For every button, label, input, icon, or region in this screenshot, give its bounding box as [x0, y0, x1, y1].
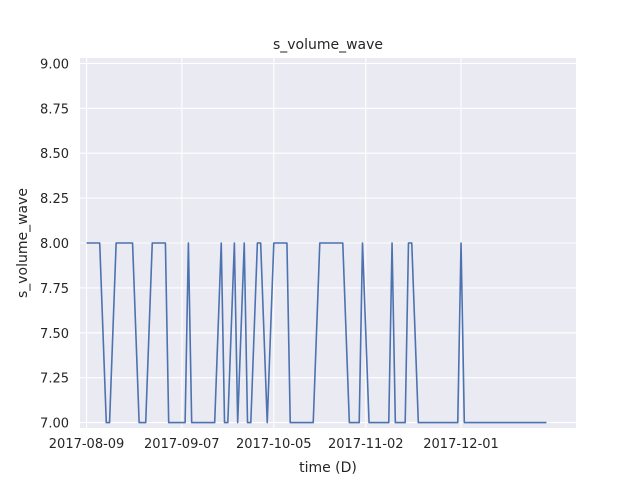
y-tick-label: 7.00: [40, 417, 69, 432]
x-tick-label: 2017-10-05: [236, 437, 312, 452]
x-tick-label: 2017-09-07: [144, 437, 220, 452]
y-tick-label: 7.25: [40, 372, 69, 387]
chart-title: s_volume_wave: [273, 37, 383, 53]
x-tick-labels: 2017-08-09 2017-09-07 2017-10-05 2017-11-02…: [49, 437, 499, 452]
x-axis-title: time (D): [299, 460, 357, 476]
series-layer: [86, 242, 547, 424]
y-axis-title: s_volume_wave: [15, 188, 31, 298]
x-tick-label: 2017-08-09: [49, 437, 125, 452]
x-tick-label: 2017-12-01: [423, 437, 499, 452]
x-tick-label: 2017-11-02: [328, 437, 404, 452]
y-tick-label: 7.50: [40, 327, 69, 342]
y-tick-labels: 7.00 7.25 7.50 7.75 8.00 8.25 8.50 8.75 9.00: [40, 57, 69, 431]
y-tick-label: 7.75: [40, 282, 69, 297]
y-tick-label: 8.50: [40, 147, 69, 162]
y-tick-label: 8.75: [40, 102, 69, 117]
y-tick-label: 8.25: [40, 192, 69, 207]
series-line: [86, 242, 547, 424]
y-tick-label: 8.00: [40, 237, 69, 252]
y-tick-label: 9.00: [40, 57, 69, 72]
